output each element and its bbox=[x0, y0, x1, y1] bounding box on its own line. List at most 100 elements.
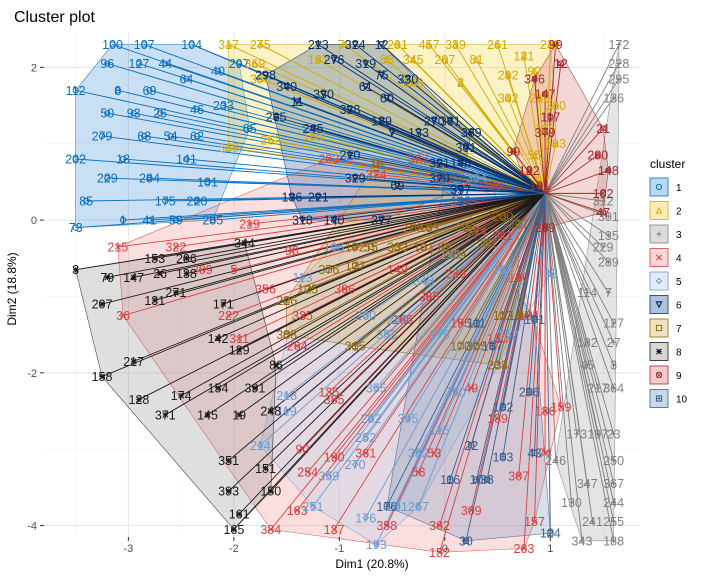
point-marker bbox=[352, 342, 359, 350]
point-marker bbox=[261, 71, 270, 79]
point-label: 307 bbox=[508, 469, 529, 483]
ray-line bbox=[344, 44, 546, 194]
point-label: 348 bbox=[413, 275, 434, 289]
point-label: 192 bbox=[345, 240, 366, 254]
point-marker bbox=[362, 434, 370, 442]
point-marker bbox=[436, 426, 443, 434]
point-label: 361 bbox=[355, 447, 376, 461]
point-label: 85 bbox=[79, 195, 93, 209]
point-label: 131 bbox=[144, 294, 165, 308]
point-marker bbox=[500, 454, 506, 460]
point-label: 115 bbox=[430, 424, 450, 438]
point-label: 44 bbox=[158, 57, 172, 71]
point-label: 65 bbox=[243, 122, 257, 136]
ray-line bbox=[297, 101, 546, 194]
point-label: 317 bbox=[218, 38, 239, 52]
point-label: 101 bbox=[197, 175, 218, 189]
point-label: 261 bbox=[487, 38, 508, 52]
legend-label-5: 5 bbox=[676, 277, 682, 288]
point-label: 149 bbox=[387, 263, 408, 277]
ray-line bbox=[407, 193, 546, 419]
point-label: 196 bbox=[508, 271, 529, 285]
point-marker bbox=[494, 415, 501, 422]
point-label: 100 bbox=[102, 38, 123, 52]
point-marker bbox=[156, 110, 164, 117]
point-marker bbox=[330, 216, 338, 225]
point-label: 90 bbox=[295, 443, 309, 457]
point-marker bbox=[283, 392, 290, 400]
point-marker bbox=[494, 335, 501, 342]
point-label: 246 bbox=[545, 454, 566, 468]
ray-line bbox=[418, 131, 546, 194]
point-label: 148 bbox=[598, 164, 619, 178]
point-label: 395 bbox=[397, 412, 418, 426]
point-marker bbox=[541, 129, 549, 136]
ray-line bbox=[238, 192, 546, 416]
point-marker bbox=[574, 431, 580, 437]
point-label: 340 bbox=[403, 76, 424, 90]
point-label: 245 bbox=[303, 122, 324, 136]
point-marker bbox=[584, 339, 590, 345]
point-marker bbox=[599, 125, 607, 132]
point-label: 58 bbox=[412, 466, 426, 480]
point-marker bbox=[99, 373, 105, 380]
point-marker bbox=[394, 266, 401, 273]
point-label: 318 bbox=[292, 214, 313, 228]
point-marker bbox=[193, 197, 201, 205]
point-marker bbox=[162, 60, 169, 67]
ray-line bbox=[180, 192, 546, 397]
point-label: 391 bbox=[245, 382, 266, 396]
point-marker bbox=[167, 132, 174, 140]
ray-line bbox=[545, 192, 604, 202]
ray-line bbox=[449, 120, 546, 194]
point-marker bbox=[256, 442, 264, 449]
point-label: 174 bbox=[171, 389, 192, 403]
ray-line bbox=[107, 192, 546, 278]
point-label: 111 bbox=[467, 317, 486, 331]
point-label: 195 bbox=[450, 317, 471, 331]
point-label: 228 bbox=[608, 57, 629, 71]
ray-line bbox=[270, 193, 546, 530]
ray-line bbox=[476, 193, 546, 324]
point-marker bbox=[362, 60, 370, 68]
point-marker bbox=[605, 259, 611, 265]
point-marker bbox=[394, 316, 401, 323]
ray-line bbox=[186, 192, 546, 274]
point-label: 350 bbox=[445, 385, 466, 399]
point-label: 357 bbox=[450, 183, 471, 197]
point-marker bbox=[351, 41, 359, 49]
point-label: 320 bbox=[429, 172, 450, 186]
point-label: 302 bbox=[498, 91, 519, 105]
point-marker bbox=[499, 213, 506, 220]
ray-line bbox=[165, 192, 546, 416]
point-marker bbox=[655, 183, 663, 191]
point-label: 119 bbox=[277, 405, 297, 419]
y-tick-label: -2 bbox=[27, 368, 37, 380]
point-label: 114 bbox=[577, 286, 597, 300]
legend-label-7: 7 bbox=[676, 324, 682, 335]
point-marker bbox=[146, 174, 153, 182]
point-marker bbox=[130, 274, 137, 281]
point-label: 271 bbox=[165, 286, 186, 300]
point-label: 45 bbox=[580, 359, 594, 373]
point-label: 54 bbox=[164, 130, 178, 144]
point-label: 330 bbox=[313, 88, 334, 102]
point-label: 197 bbox=[587, 427, 608, 441]
point-label: 217 bbox=[123, 355, 144, 369]
point-label: 191 bbox=[524, 313, 545, 327]
point-marker bbox=[225, 488, 232, 495]
point-label: 112 bbox=[66, 84, 86, 98]
point-marker bbox=[377, 41, 386, 49]
point-marker bbox=[383, 56, 391, 63]
point-marker bbox=[521, 545, 527, 552]
point-label: 359 bbox=[318, 469, 339, 483]
point-marker bbox=[410, 224, 417, 231]
point-marker bbox=[436, 549, 443, 556]
point-marker bbox=[489, 182, 496, 189]
ray-line bbox=[175, 192, 546, 221]
point-label: 55 bbox=[528, 149, 542, 163]
point-marker bbox=[441, 56, 449, 63]
point-label: 207 bbox=[434, 53, 455, 67]
point-marker bbox=[204, 178, 211, 186]
point-marker bbox=[304, 285, 311, 292]
